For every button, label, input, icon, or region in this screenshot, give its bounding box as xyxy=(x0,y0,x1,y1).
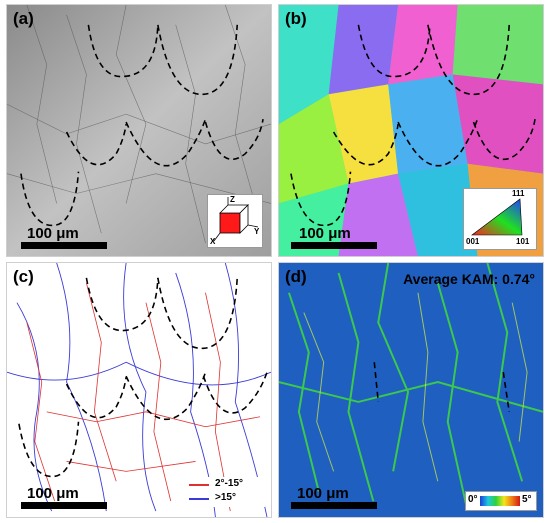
kam-max-label: 5° xyxy=(522,494,532,505)
legend-swatch xyxy=(189,498,209,500)
average-kam-label: Average KAM: 0.74° xyxy=(403,271,535,287)
scale-bar-label: 100 μm xyxy=(299,225,351,242)
boundary-map-image xyxy=(7,263,271,517)
kam-gradient xyxy=(480,496,520,506)
scale-bar-label: 100 μm xyxy=(27,485,79,502)
axis-z-label: Z xyxy=(230,195,235,204)
kam-map-image xyxy=(279,263,543,517)
scale-bar xyxy=(291,242,377,249)
legend-swatch xyxy=(189,484,209,486)
ipf-label-101: 101 xyxy=(516,237,530,246)
scale-bar xyxy=(291,502,377,509)
boundary-legend: 2°-15° >15° xyxy=(187,477,265,507)
panel-c-boundary-map: (c) 100 μm 2°-15° >15° xyxy=(6,262,272,518)
panel-d-kam-map: (d) Average KAM: 0.74° 100 μm 0° 5° xyxy=(278,262,544,518)
scale-bar xyxy=(21,242,107,249)
axes-cube-icon xyxy=(213,197,259,242)
axis-y-label: Y xyxy=(254,227,260,236)
panel-label: (a) xyxy=(13,9,34,28)
legend-label: >15° xyxy=(215,492,236,503)
scale-bar xyxy=(21,502,107,509)
panel-label: (c) xyxy=(13,267,34,286)
coordinate-axes-inset: Z Y X xyxy=(207,194,263,248)
ipf-triangle-legend: 111 001 101 xyxy=(463,188,537,250)
ipf-triangle-icon xyxy=(471,198,523,236)
kam-min-label: 0° xyxy=(468,494,478,505)
kam-colorbar: 0° 5° xyxy=(465,491,537,511)
micrograph-image xyxy=(7,5,271,256)
panel-b-ipf-map: (b) 100 μm 111 001 101 xyxy=(278,4,544,257)
scale-bar-label: 100 μm xyxy=(297,485,349,502)
axis-x-label: X xyxy=(210,237,216,246)
ipf-label-111: 111 xyxy=(512,189,525,198)
panel-a-micrograph: (a) 100 μm Z Y X xyxy=(6,4,272,257)
ipf-map-image xyxy=(279,5,543,256)
ipf-label-001: 001 xyxy=(466,237,480,246)
panel-label: (b) xyxy=(285,9,307,28)
scale-bar-label: 100 μm xyxy=(27,225,79,242)
panel-label: (d) xyxy=(285,267,307,286)
legend-label: 2°-15° xyxy=(215,478,244,489)
